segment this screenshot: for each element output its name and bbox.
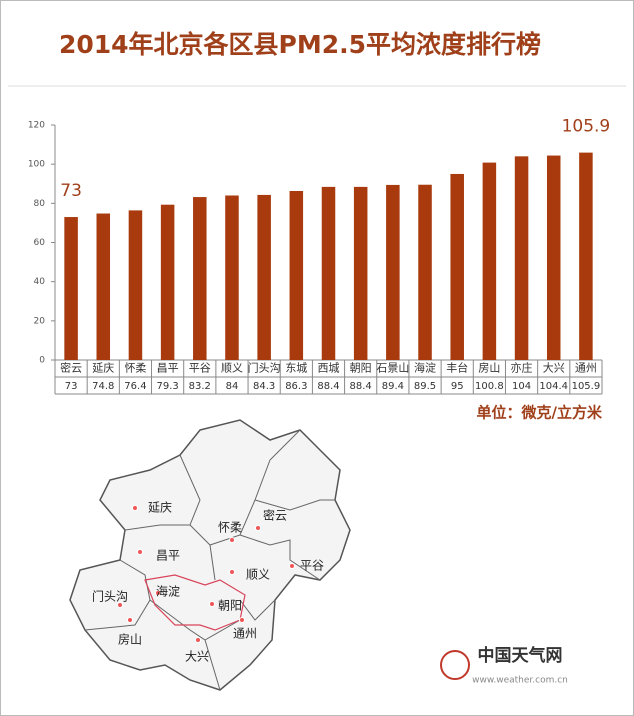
logo-name: 中国天气网 [478, 645, 563, 666]
value-annotation: 73 [60, 181, 82, 201]
table-value: 83.2 [189, 381, 211, 392]
y-tick-label: 40 [34, 277, 46, 287]
bar [128, 210, 143, 360]
bar [160, 204, 175, 360]
table-value: 95 [451, 381, 464, 392]
table-value: 88.4 [317, 381, 339, 392]
map-dot [255, 525, 261, 531]
table-value: 73 [65, 381, 78, 392]
x-tick-label: 海淀 [414, 361, 436, 375]
bar [289, 190, 304, 360]
bar [321, 186, 336, 360]
map-label: 海淀 [156, 584, 180, 599]
bar [193, 197, 207, 360]
bar [353, 186, 368, 360]
y-tick-label: 120 [28, 121, 45, 131]
map-dot [155, 590, 161, 596]
bar [386, 184, 400, 360]
table-value: 84 [226, 381, 239, 392]
y-tick-label: 0 [39, 356, 45, 366]
table-value: 88.4 [350, 381, 372, 392]
map-label: 怀柔 [218, 521, 242, 535]
map-label: 昌平 [156, 549, 180, 563]
map-label: 平谷 [300, 559, 324, 573]
map-label: 密云 [263, 508, 287, 523]
bar [482, 162, 497, 360]
bar [96, 213, 111, 360]
chart-title: 2014年北京各区县PM2.5平均浓度排行榜 [59, 30, 541, 59]
x-tick-label: 石景山 [376, 362, 409, 375]
x-tick-label: 昌平 [157, 362, 179, 375]
x-tick-label: 门头沟 [248, 361, 281, 375]
table-value: 76.4 [124, 381, 146, 392]
value-annotation: 105.9 [562, 117, 611, 137]
x-tick-label: 朝阳 [350, 362, 372, 375]
table-value: 104 [512, 381, 531, 392]
bar [257, 194, 271, 360]
map-dot [229, 537, 235, 543]
map-dot [137, 549, 143, 555]
logo-icon [440, 650, 470, 680]
table-value: 105.9 [572, 381, 601, 392]
table-value: 89.4 [382, 381, 404, 392]
x-tick-label: 西城 [318, 362, 340, 375]
x-tick-label: 亦庄 [511, 361, 533, 375]
x-tick-label: 房山 [478, 362, 500, 375]
table-value: 89.5 [414, 381, 436, 392]
map-label: 通州 [233, 627, 257, 641]
x-tick-label: 密云 [60, 361, 82, 375]
table-value: 104.4 [539, 381, 568, 392]
bar [579, 152, 593, 360]
y-tick-label: 60 [34, 238, 46, 248]
map-dot [132, 505, 138, 511]
y-tick-label: 100 [28, 160, 45, 170]
table-value: 84.3 [253, 381, 275, 392]
x-tick-label: 东城 [285, 362, 307, 375]
logo-url: www.weather.com.cn [472, 676, 568, 686]
bar [64, 217, 78, 360]
table-value: 100.8 [475, 381, 504, 392]
x-tick-label: 怀柔 [124, 362, 146, 375]
map-dot [195, 637, 201, 643]
map-dot [229, 569, 235, 575]
map-dot [117, 602, 123, 608]
map-label: 房山 [118, 632, 142, 647]
bar [418, 184, 432, 360]
map-dot [127, 617, 133, 623]
table-value: 79.3 [156, 381, 178, 392]
bar [450, 173, 464, 360]
x-tick-label: 丰台 [446, 361, 468, 375]
y-tick-label: 80 [34, 199, 46, 209]
map-dot [289, 563, 295, 569]
map-label: 门头沟 [92, 589, 128, 604]
map-label: 延庆 [148, 501, 172, 515]
bar [225, 195, 239, 360]
district-borders [84, 429, 335, 691]
x-tick-label: 平谷 [189, 362, 211, 375]
x-tick-label: 顺义 [221, 362, 243, 375]
map-dot [209, 601, 215, 607]
x-tick-label: 通州 [575, 362, 597, 375]
bar [546, 155, 561, 360]
map-label: 顺义 [246, 568, 270, 582]
table-value: 74.8 [92, 381, 114, 392]
map-label: 大兴 [185, 650, 209, 664]
bar [514, 156, 529, 360]
unit-note: 单位：微克/立方米 [477, 404, 603, 422]
map-label: 朝阳 [218, 599, 242, 613]
table-value: 86.3 [285, 381, 307, 392]
map-dot [239, 617, 245, 623]
x-tick-label: 大兴 [543, 361, 565, 375]
x-tick-label: 延庆 [92, 361, 114, 375]
y-tick-label: 20 [34, 316, 46, 326]
